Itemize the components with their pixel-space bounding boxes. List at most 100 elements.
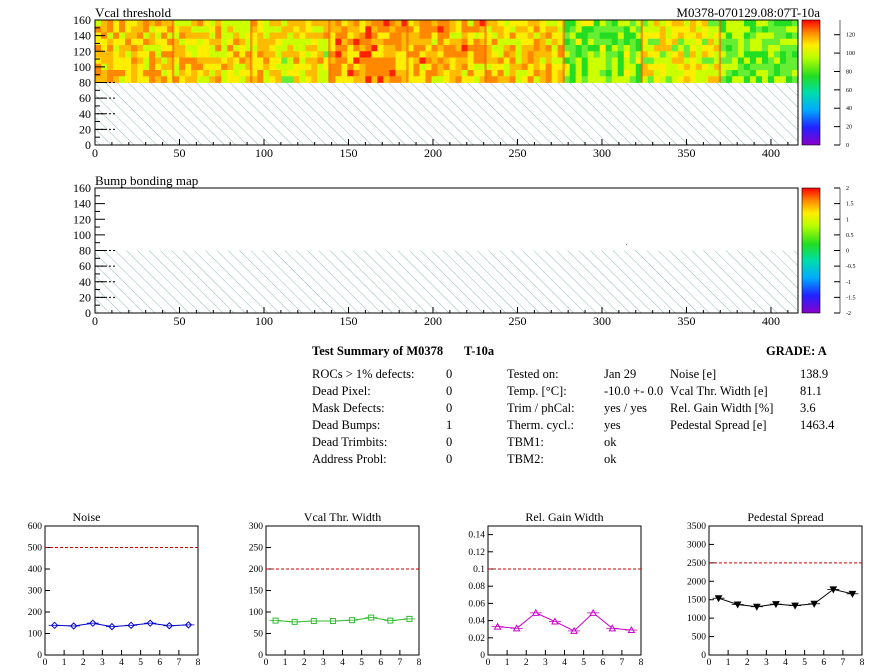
heatmap-cell xyxy=(707,26,715,33)
heatmap-cell xyxy=(419,70,426,77)
heatmap-cell xyxy=(569,38,577,46)
y-tick-label: 50 xyxy=(254,630,264,640)
heatmap-cell xyxy=(293,51,300,58)
heatmap-cell xyxy=(227,20,234,27)
heatmap-cell xyxy=(545,70,553,77)
heatmap-cell xyxy=(671,38,679,46)
heatmap-cell xyxy=(233,57,240,65)
heatmap-cell xyxy=(671,57,679,65)
heatmap-cell xyxy=(185,26,192,33)
y-tick-label: 40 xyxy=(79,275,91,289)
palette-tick-label: 60 xyxy=(846,88,852,94)
heatmap-cell xyxy=(521,51,529,58)
heatmap-cell xyxy=(539,45,547,52)
heatmap-cell xyxy=(527,20,535,27)
heatmap-cell xyxy=(203,70,210,77)
heatmap-cell xyxy=(593,26,601,33)
y-tick-label: 0.12 xyxy=(468,548,485,558)
heatmap-cell xyxy=(227,38,234,46)
heatmap-cell xyxy=(299,57,306,65)
heatmap-cell xyxy=(437,26,444,33)
heatmap-cell xyxy=(539,63,547,71)
heatmap-cell xyxy=(347,76,354,83)
heatmap-cell xyxy=(203,32,210,40)
heatmap-cell xyxy=(329,20,336,27)
heatmap-cell xyxy=(143,26,150,33)
heatmap-cell xyxy=(341,76,348,83)
heatmap-cell xyxy=(737,45,745,52)
condition-label: Temp. [°C]: xyxy=(507,384,567,398)
heatmap-cell xyxy=(665,45,673,52)
heatmap-cell xyxy=(203,57,210,65)
heatmap-cell xyxy=(689,20,697,27)
roc-boundary xyxy=(484,20,487,83)
heatmap-cell xyxy=(251,26,258,33)
heatmap-cell xyxy=(725,51,733,58)
x-tick-label: 4 xyxy=(562,658,567,668)
heatmap-cell xyxy=(209,63,216,71)
heatmap-cell xyxy=(239,32,246,40)
heatmap-cell xyxy=(575,57,583,65)
heatmap-cell xyxy=(419,38,426,46)
heatmap-cell xyxy=(509,70,516,77)
heatmap-cell xyxy=(173,51,180,58)
heatmap-cell xyxy=(143,51,150,58)
heatmap-cell xyxy=(461,26,468,33)
heatmap-cell xyxy=(233,51,240,58)
heatmap-cell xyxy=(677,51,685,58)
heatmap-cell xyxy=(605,26,613,33)
heatmap-cell xyxy=(671,51,679,58)
heatmap-cell xyxy=(629,20,637,27)
heatmap-cell xyxy=(341,20,348,27)
x-tick-label: 5 xyxy=(138,658,143,668)
heatmap-cell xyxy=(761,20,769,27)
heatmap-cell xyxy=(197,20,204,27)
heatmap-cell xyxy=(509,38,516,46)
heatmap-cell xyxy=(569,20,577,27)
heatmap-cell xyxy=(707,57,715,65)
heatmap-cell xyxy=(227,26,234,33)
y-tick-label: 160 xyxy=(73,13,91,27)
heatmap-cell xyxy=(617,63,625,71)
y-tick-label: 2500 xyxy=(687,559,706,569)
heatmap-cell xyxy=(203,63,210,71)
heatmap-cell xyxy=(101,76,108,83)
heatmap-cell xyxy=(185,76,192,83)
heatmap-cell xyxy=(161,57,168,65)
heatmap-cell xyxy=(479,70,486,77)
x-tick-label: 7 xyxy=(620,658,625,668)
heatmap-cell xyxy=(347,70,354,77)
heatmap-cell xyxy=(599,32,607,40)
dead-bump-marker xyxy=(626,244,627,245)
heatmap-cell xyxy=(407,32,414,40)
heatmap-cell xyxy=(413,26,420,33)
heatmap-cell xyxy=(611,51,619,58)
heatmap-cell xyxy=(119,38,126,46)
heatmap-cell xyxy=(713,76,721,83)
heatmap-cell xyxy=(107,45,114,52)
defect-value: 0 xyxy=(446,435,453,449)
heatmap-cell xyxy=(335,20,342,27)
heatmap-cell xyxy=(725,76,733,83)
heatmap-cell xyxy=(161,38,168,46)
condition-label: Trim / phCal: xyxy=(507,401,575,415)
heatmap-cell xyxy=(383,70,390,77)
heatmap-cell xyxy=(557,32,565,40)
heatmap-cell xyxy=(593,20,601,27)
heatmap-cell xyxy=(647,20,655,27)
heatmap-cell xyxy=(533,20,541,27)
heatmap-cell xyxy=(203,76,210,83)
masked-region-hatch xyxy=(95,250,798,313)
heatmap-cell xyxy=(413,51,420,58)
heatmap-cell xyxy=(695,57,703,65)
heatmap-cell xyxy=(221,45,228,52)
heatmap-cell xyxy=(527,63,535,71)
heatmap-cell xyxy=(563,32,571,40)
heatmap-cell xyxy=(743,63,751,71)
heatmap-cell xyxy=(551,70,559,77)
heatmap-cell xyxy=(383,26,390,33)
heatmap-cell xyxy=(461,51,468,58)
heatmap-cell xyxy=(365,38,372,46)
heatmap-cell xyxy=(353,57,360,65)
heatmap-cell xyxy=(221,70,228,77)
